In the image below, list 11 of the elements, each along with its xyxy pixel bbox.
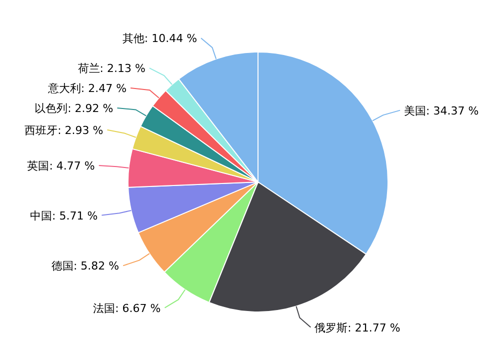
slice-label: 中国: 5.71 % xyxy=(30,209,98,222)
slice-label: 荷兰: 2.13 % xyxy=(78,62,146,76)
slice-label: 法国: 6.67 % xyxy=(93,302,161,315)
slice-label: 英国: 4.77 % xyxy=(27,160,95,173)
slice-label: 西班牙: 2.93 % xyxy=(24,124,104,137)
slice-label: 俄罗斯: 21.77 % xyxy=(314,321,400,334)
slice-label: 以色列: 2.92 % xyxy=(34,102,114,116)
slice-label: 德国: 5.82 % xyxy=(51,260,120,273)
slice-label: 美国: 34.37 % xyxy=(404,104,479,118)
slice-label: 意大利: 2.47 % xyxy=(46,82,127,96)
slice-label: 其他: 10.44 % xyxy=(122,32,198,46)
